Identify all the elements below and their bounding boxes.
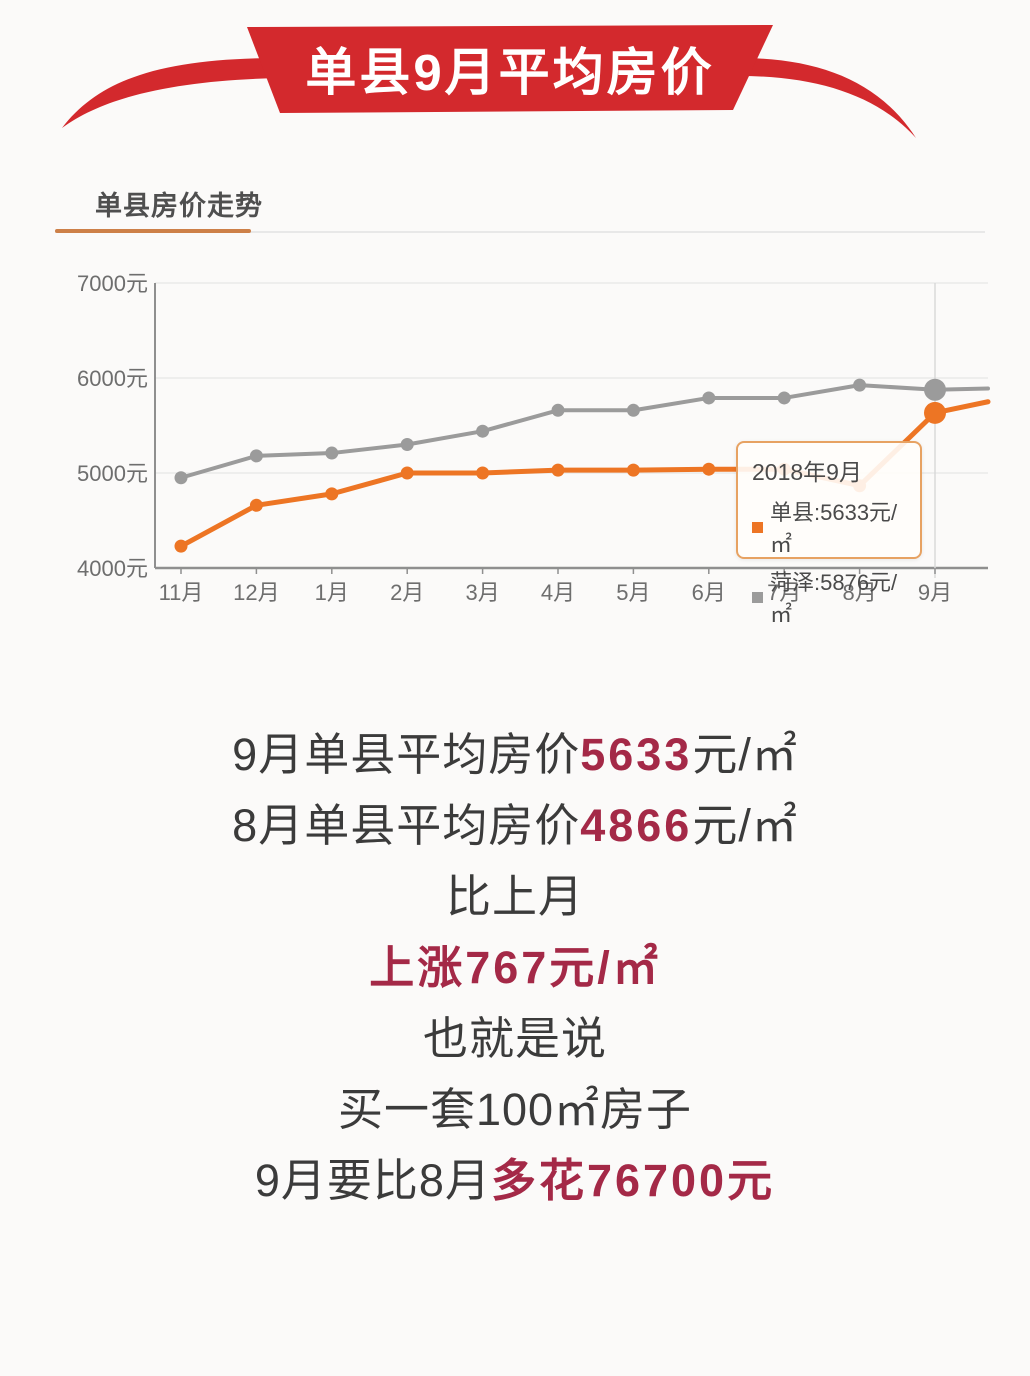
y-axis-label: 7000元: [77, 271, 148, 296]
summary-segment: 9月要比8月: [254, 1155, 491, 1206]
summary-segment: 元/㎡: [692, 729, 798, 780]
summary-segment: 也就是说: [422, 1013, 607, 1064]
data-point-菏泽-3月[interactable]: [476, 424, 490, 438]
ribbon-shape: [62, 25, 916, 138]
y-axis-label: 4000元: [77, 556, 148, 581]
x-axis-label: 7月: [767, 580, 801, 605]
banner-ribbon: [62, 25, 916, 138]
x-axis-label: 2月: [390, 580, 424, 605]
price-trend-chart[interactable]: 7000元 6000元 5000元 4000元 11月 12月 1月 2月 3月 4月 5月 6月 7月…: [0, 250, 1030, 650]
tooltip-shanxian-value: 单县:5633元/㎡: [770, 500, 898, 557]
tooltip-row-heze: 菏泽:5876元/㎡: [752, 565, 906, 629]
series-line-菏泽: [179, 383, 990, 480]
summary-block: 9月单县平均房价5633元/㎡ 8月单县平均房价4866元/㎡ 比上月 上涨767元/…: [0, 719, 1030, 1216]
data-point-菏泽-5月[interactable]: [626, 403, 640, 417]
shanxian-series-marker: [752, 521, 763, 533]
summary-segment: 上涨767元/㎡: [369, 942, 661, 993]
summary-segment: 元/㎡: [692, 800, 798, 851]
summary-line: 比上月: [0, 861, 1030, 932]
summary-line: 买一套100㎡房子: [0, 1074, 1030, 1145]
x-axis-label: 11月: [159, 580, 204, 605]
data-point-菏泽-7月[interactable]: [777, 391, 791, 405]
summary-segment: 5633: [580, 729, 693, 780]
summary-segment: 买一套100㎡房子: [337, 1084, 693, 1135]
page-title: 单县9月平均房价: [305, 44, 715, 101]
data-point-菏泽-2月[interactable]: [400, 438, 414, 451]
section-title-underline: [55, 229, 251, 233]
x-axis-label: 4月: [541, 580, 575, 605]
summary-line: 9月单县平均房价5633元/㎡: [0, 719, 1030, 790]
tooltip-heze-value: 菏泽:5876元/㎡: [770, 570, 898, 627]
x-axis-label: 1月: [315, 580, 349, 605]
summary-segment: 多花76700元: [490, 1155, 776, 1206]
data-point-菏泽-8月[interactable]: [853, 378, 867, 392]
x-axis-label: 3月: [465, 580, 499, 605]
ribbon-right-tail: [740, 58, 916, 138]
tooltip-row-shanxian: 单县:5633元/㎡: [752, 495, 906, 559]
summary-line: 也就是说: [0, 1003, 1030, 1074]
data-point-菏泽-1月[interactable]: [325, 446, 339, 460]
data-point-菏泽-11月[interactable]: [174, 471, 188, 485]
data-point-菏泽-9月[interactable]: [924, 378, 946, 401]
data-point-菏泽-6月[interactable]: [702, 391, 716, 405]
ribbon-body: [247, 25, 773, 113]
section-divider: [55, 231, 985, 233]
data-point-菏泽-12月[interactable]: [249, 449, 263, 463]
ribbon-left-tail: [62, 58, 280, 128]
data-point-菏泽-4月[interactable]: [551, 403, 565, 417]
x-axis-label: 8月: [842, 580, 876, 605]
summary-line: 9月要比8月多花76700元: [0, 1145, 1030, 1216]
data-point-单县-1月[interactable]: [325, 487, 339, 501]
summary-line: 上涨767元/㎡: [0, 932, 1030, 1003]
data-point-单县-9月[interactable]: [924, 401, 946, 424]
summary-line: 8月单县平均房价4866元/㎡: [0, 790, 1030, 861]
x-axis-label: 6月: [692, 580, 726, 605]
x-axis-label: 12月: [233, 580, 279, 605]
summary-segment: 比上月: [445, 871, 584, 922]
data-point-单县-2月[interactable]: [400, 466, 414, 480]
summary-segment: 4866: [580, 800, 693, 851]
data-point-单县-4月[interactable]: [551, 463, 565, 477]
y-axis-label: 6000元: [77, 366, 148, 391]
tooltip-date: 2018年9月: [752, 459, 862, 485]
heze-series-marker: [752, 591, 763, 603]
x-axis-label: 5月: [616, 580, 650, 605]
data-point-单县-3月[interactable]: [476, 466, 490, 480]
summary-segment: 9月单县平均房价: [232, 729, 581, 780]
x-axis-label: 9月: [918, 580, 952, 605]
data-point-单县-12月[interactable]: [249, 498, 263, 512]
summary-segment: 8月单县平均房价: [232, 800, 581, 851]
chart-tooltip: 2018年9月 单县:5633元/㎡ 菏泽:5876元/㎡: [736, 441, 922, 627]
y-axis-label: 5000元: [77, 461, 148, 486]
chart-section-title: 单县房价走势: [95, 191, 263, 221]
data-point-单县-6月[interactable]: [702, 462, 716, 476]
data-point-单县-11月[interactable]: [174, 539, 188, 553]
data-point-单县-5月[interactable]: [626, 463, 640, 477]
